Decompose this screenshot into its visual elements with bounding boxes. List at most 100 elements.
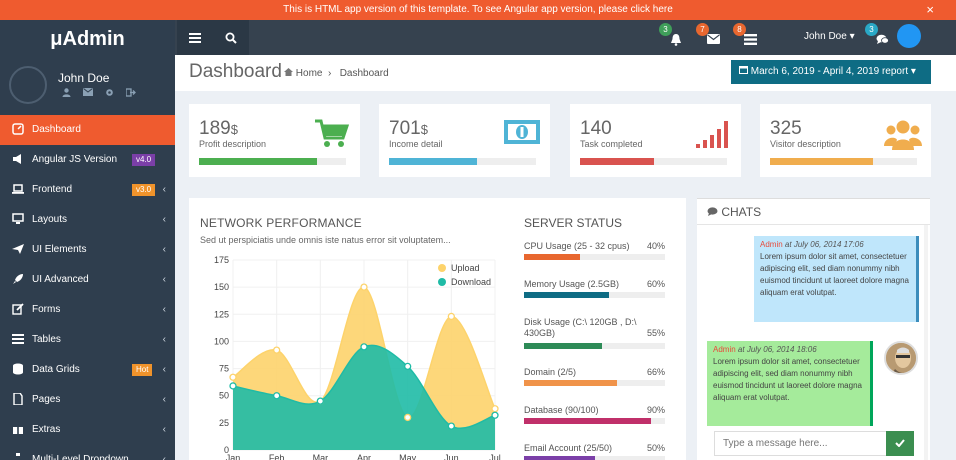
mail-icon[interactable] bbox=[83, 88, 93, 99]
sidebar-item-ui-elements[interactable]: UI Elements ‹ bbox=[0, 235, 175, 265]
brand-logo[interactable]: μAdmin bbox=[0, 20, 175, 58]
sidebar-item-multi-level-dropdown[interactable]: Multi-Level Dropdown ‹ bbox=[0, 445, 175, 460]
sidebar-item-forms[interactable]: Forms ‹ bbox=[0, 295, 175, 325]
user-icon[interactable] bbox=[62, 88, 71, 99]
data-point-download[interactable] bbox=[404, 362, 412, 371]
file-icon bbox=[11, 385, 25, 415]
sidebar-item-label: UI Elements bbox=[32, 244, 87, 255]
server-status-percent: 66% bbox=[646, 367, 665, 377]
users-icon bbox=[884, 118, 922, 150]
banner-text[interactable]: This is HTML app version of this templat… bbox=[283, 4, 673, 15]
rocket-icon bbox=[11, 265, 25, 295]
notification-badge: 3 bbox=[659, 23, 672, 36]
profile-name: John Doe bbox=[58, 71, 110, 85]
chat-message-input[interactable] bbox=[714, 431, 887, 456]
sidebar-item-label: Pages bbox=[32, 394, 61, 405]
sign-out-icon[interactable] bbox=[125, 88, 136, 99]
server-status-label: CPU Usage (25 - 32 cpus) bbox=[524, 241, 630, 251]
y-tick-label: 175 bbox=[214, 255, 229, 265]
app-version-banner[interactable]: This is HTML app version of this templat… bbox=[0, 0, 956, 20]
legend-label: Download bbox=[451, 277, 491, 287]
sidebar-item-tag: v4.0 bbox=[132, 154, 156, 166]
chat-message: Admin at July 06, 2014 17:06 Lorem ipsum… bbox=[754, 236, 919, 322]
data-point-upload[interactable] bbox=[360, 283, 368, 291]
paper-plane-icon bbox=[11, 235, 25, 265]
server-status-label: Disk Usage (C:\ 120GB , D:\ 430GB) bbox=[524, 317, 637, 338]
data-point-upload[interactable] bbox=[404, 413, 412, 422]
sidebar-item-extras[interactable]: Extras ‹ bbox=[0, 415, 175, 445]
close-icon[interactable]: × bbox=[926, 2, 934, 17]
menu-toggle-button[interactable] bbox=[177, 20, 213, 55]
stat-description: Profit description bbox=[199, 139, 267, 149]
data-point-download[interactable] bbox=[316, 397, 324, 405]
data-point-download[interactable] bbox=[360, 343, 368, 351]
sidebar: John Doe Dashboard Angular JS Version v4.0… bbox=[0, 55, 175, 460]
sidebar-item-data-grids[interactable]: Data Grids Hot ‹ bbox=[0, 355, 175, 385]
stat-progress-bar bbox=[199, 158, 346, 165]
breadcrumb-separator-icon: › bbox=[325, 68, 337, 79]
server-status-label: Memory Usage (2.5GB) bbox=[524, 279, 620, 289]
sidebar-item-tables[interactable]: Tables ‹ bbox=[0, 325, 175, 355]
search-button[interactable] bbox=[213, 20, 249, 55]
data-point-upload[interactable] bbox=[273, 346, 281, 354]
sidebar-item-tag: Hot bbox=[132, 364, 153, 376]
server-status-percent: 55% bbox=[646, 328, 665, 338]
stat-description: Visitor description bbox=[770, 139, 841, 149]
server-status-bar bbox=[524, 343, 665, 349]
sidebar-item-layouts[interactable]: Layouts ‹ bbox=[0, 205, 175, 235]
divider bbox=[697, 224, 930, 225]
sidebar-item-pages[interactable]: Pages ‹ bbox=[0, 385, 175, 415]
tasks-button[interactable]: 8 bbox=[733, 23, 763, 52]
user-menu[interactable]: John Doe ▾ bbox=[804, 31, 855, 42]
server-status-bar bbox=[524, 456, 665, 460]
sidebar-item-frontend[interactable]: Frontend v3.0 ‹ bbox=[0, 175, 175, 205]
main-content: Dashboard Home › Dashboard March 6, 2019… bbox=[175, 55, 956, 460]
calendar-icon bbox=[739, 66, 751, 77]
messages-button[interactable]: 7 bbox=[696, 23, 726, 52]
header-avatar[interactable] bbox=[897, 24, 921, 48]
chat-avatar bbox=[884, 341, 918, 375]
chat-time: at July 06, 2014 17:06 bbox=[784, 240, 864, 249]
sidebar-item-label: Frontend bbox=[32, 184, 73, 195]
legend-swatch bbox=[438, 264, 446, 272]
data-point-upload[interactable] bbox=[491, 405, 499, 413]
data-point-download[interactable] bbox=[229, 382, 237, 390]
breadcrumb: Home › Dashboard bbox=[284, 68, 389, 79]
chat-message: Admin at July 06, 2014 18:06 Lorem ipsum… bbox=[707, 341, 873, 426]
data-point-download[interactable] bbox=[273, 392, 281, 400]
data-point-download[interactable] bbox=[447, 422, 455, 430]
gear-icon[interactable] bbox=[105, 88, 114, 99]
server-status-item: Domain (2/5) 66% bbox=[524, 367, 665, 386]
stat-value: 325 bbox=[770, 118, 802, 139]
server-status-percent: 50% bbox=[646, 443, 665, 453]
send-message-button[interactable] bbox=[886, 431, 914, 456]
dashboard-icon bbox=[11, 115, 25, 145]
chat-toggle-button[interactable]: 3 bbox=[865, 23, 895, 52]
date-range-button[interactable]: March 6, 2019 - April 4, 2019 report ▾ bbox=[731, 60, 931, 84]
sidebar-item-label: Extras bbox=[32, 424, 61, 435]
y-tick-label: 100 bbox=[214, 336, 229, 346]
data-point-download[interactable] bbox=[491, 411, 499, 419]
chat-author[interactable]: Admin bbox=[760, 240, 783, 249]
breadcrumb-home[interactable]: Home bbox=[295, 68, 323, 79]
sidebar-item-dashboard[interactable]: Dashboard bbox=[0, 115, 175, 145]
sidebar-item-tag: v3.0 bbox=[132, 184, 156, 196]
breadcrumb-current: Dashboard bbox=[339, 68, 389, 79]
chevron-left-icon: ‹ bbox=[162, 364, 166, 375]
sidebar-item-label: Tables bbox=[32, 334, 61, 345]
chat-scrollbar[interactable] bbox=[924, 225, 928, 460]
visitors-stat-card: 325 Visitor description bbox=[760, 104, 931, 177]
server-status-bar bbox=[524, 292, 665, 298]
sidebar-item-angular-js-version[interactable]: Angular JS Version v4.0 bbox=[0, 145, 175, 175]
chevron-left-icon: ‹ bbox=[162, 184, 166, 195]
notifications-button[interactable]: 3 bbox=[659, 23, 689, 52]
data-point-upload[interactable] bbox=[229, 373, 237, 381]
data-point-upload[interactable] bbox=[447, 312, 455, 321]
sidebar-item-label: Forms bbox=[32, 304, 61, 315]
server-status-item: Memory Usage (2.5GB) 60% bbox=[524, 279, 665, 298]
x-tick-label: Mar bbox=[313, 453, 329, 460]
chat-author[interactable]: Admin bbox=[713, 345, 736, 354]
sidebar-item-ui-advanced[interactable]: UI Advanced ‹ bbox=[0, 265, 175, 295]
profile-avatar[interactable] bbox=[9, 66, 47, 104]
page-title: Dashboard bbox=[189, 61, 282, 82]
